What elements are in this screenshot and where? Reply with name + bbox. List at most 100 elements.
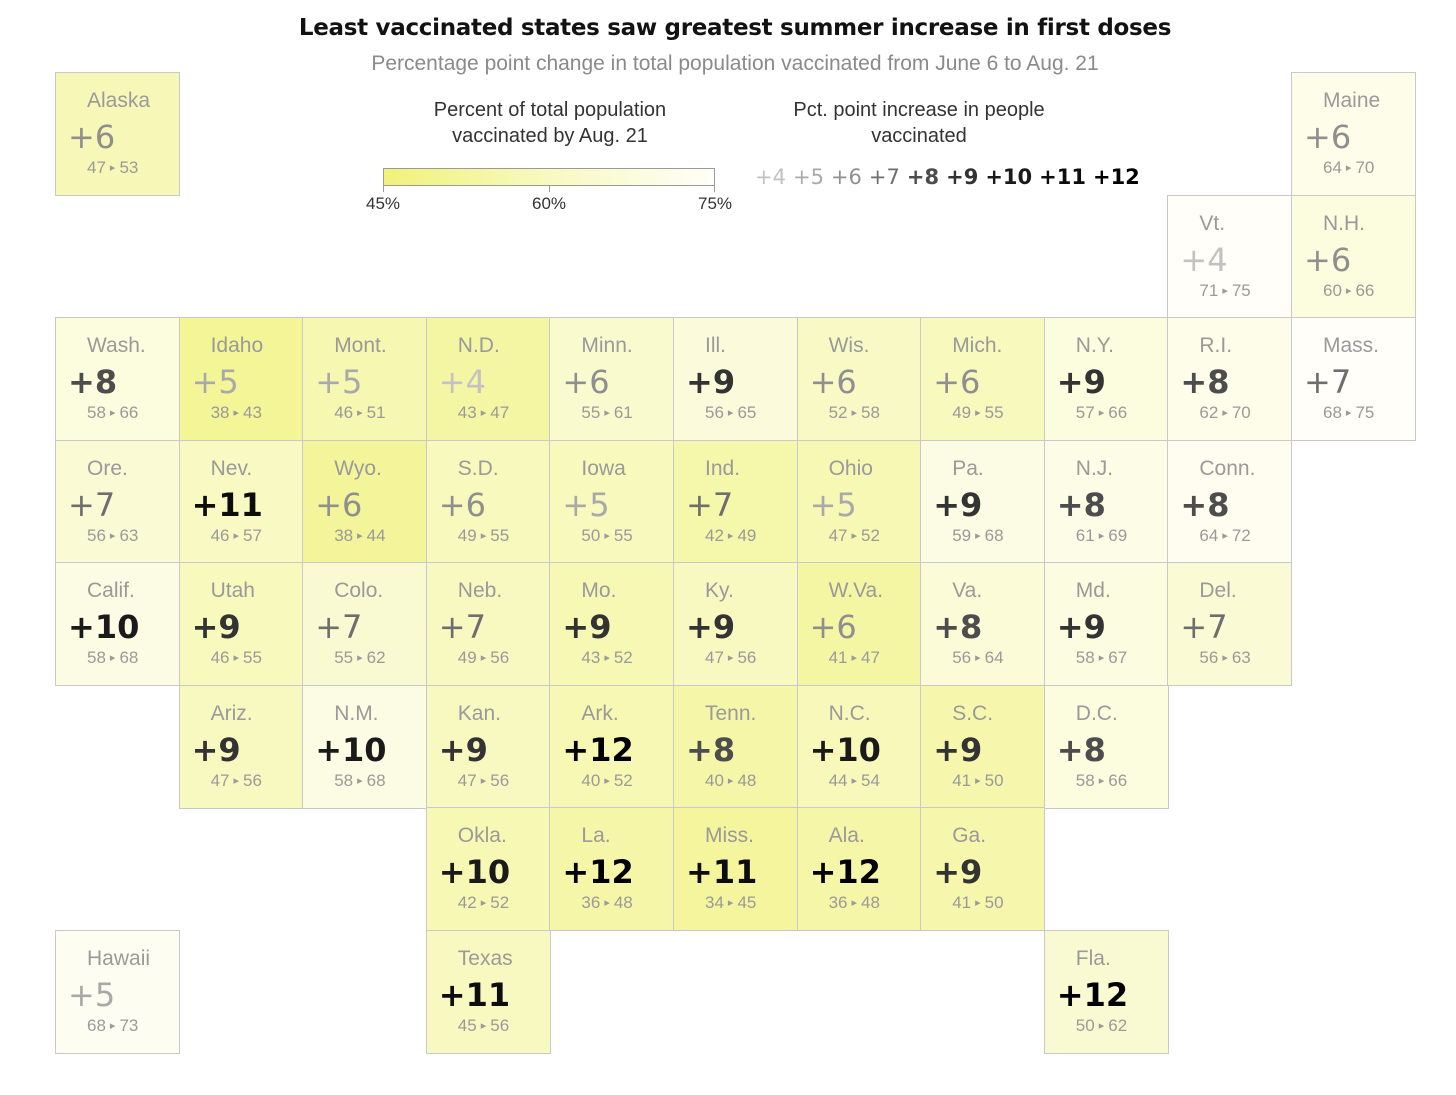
range-from: 38 — [334, 525, 354, 545]
state-name: Ark. — [581, 701, 619, 725]
arrow-icon: ▸ — [1345, 407, 1352, 419]
range-to: 53 — [119, 158, 139, 177]
color-legend-title: Percent of total population vaccinated b… — [400, 97, 700, 149]
state-name: Conn. — [1199, 456, 1256, 480]
range-from: 46 — [210, 648, 230, 667]
increase-value: +9 — [562, 608, 612, 646]
state-name: Tenn. — [705, 701, 757, 725]
arrow-icon: ▸ — [975, 774, 981, 787]
state-name: N.H. — [1323, 211, 1365, 235]
state-name: Mo. — [581, 579, 617, 602]
vaccination-range: 43 ▸ 52 — [581, 648, 632, 668]
range-to: 70 — [1355, 158, 1375, 177]
state-tile-sd: S.D. +6 49 ▸ 55 — [425, 439, 551, 564]
increase-value: +7 — [1304, 363, 1352, 401]
vaccination-range: 58 ▸ 66 — [1076, 771, 1127, 791]
vaccination-range: 52 ▸ 58 — [829, 403, 880, 423]
range-to: 67 — [1108, 648, 1128, 667]
vaccination-range: 43 ▸ 47 — [458, 403, 509, 423]
vaccination-range: 40 ▸ 48 — [705, 771, 756, 791]
range-from: 59 — [952, 525, 972, 545]
increase-legend-item: +9 — [946, 165, 979, 189]
vaccination-range: 71 ▸ 75 — [1199, 281, 1250, 301]
range-from: 58 — [1075, 770, 1095, 790]
range-to: 68 — [366, 770, 386, 790]
state-tile-tenn: Tenn. +8 40 ▸ 48 — [673, 684, 798, 809]
increase-value: +12 — [1056, 975, 1129, 1014]
arrow-icon: ▸ — [233, 529, 240, 542]
arrow-icon: ▸ — [233, 407, 240, 419]
increase-legend-item: +8 — [906, 165, 940, 189]
range-to: 66 — [1108, 403, 1128, 422]
vaccination-range: 61 ▸ 69 — [1076, 526, 1127, 546]
state-tile-ky: Ky. +9 47 ▸ 56 — [673, 562, 798, 686]
arrow-icon: ▸ — [480, 1019, 487, 1032]
range-to: 52 — [861, 525, 880, 545]
increase-value: +6 — [809, 608, 857, 646]
arrow-icon: ▸ — [480, 407, 487, 419]
range-from: 64 — [1323, 158, 1342, 177]
state-tile-idaho: Idaho +5 38 ▸ 43 — [178, 317, 304, 441]
vaccination-range: 64 ▸ 70 — [1323, 158, 1374, 178]
vaccination-range: 68 ▸ 73 — [87, 1016, 138, 1036]
vaccination-range: 49 ▸ 55 — [458, 526, 509, 546]
vaccination-range: 50 ▸ 55 — [581, 526, 632, 546]
state-name: Ala. — [828, 824, 865, 847]
vaccination-range: 58 ▸ 66 — [87, 403, 138, 423]
vaccination-range: 34 ▸ 45 — [705, 893, 756, 913]
range-from: 61 — [1075, 525, 1095, 545]
vaccination-range: 56 ▸ 63 — [1199, 648, 1250, 668]
state-name: Mich. — [952, 334, 1003, 357]
range-to: 51 — [366, 403, 386, 422]
increase-value: +8 — [68, 363, 118, 401]
arrow-icon: ▸ — [1345, 284, 1352, 297]
state-tile-ore: Ore. +7 56 ▸ 63 — [55, 439, 180, 564]
state-tile-nev: Nev. +11 46 ▸ 57 — [178, 439, 304, 564]
arrow-icon: ▸ — [1098, 774, 1105, 787]
range-to: 58 — [861, 403, 880, 422]
arrow-icon: ▸ — [604, 897, 610, 909]
range-to: 48 — [613, 893, 633, 912]
vaccination-range: 42 ▸ 49 — [705, 526, 756, 546]
vaccination-range: 38 ▸ 44 — [334, 526, 385, 546]
range-to: 52 — [490, 893, 510, 912]
range-to: 56 — [490, 1015, 510, 1035]
vaccination-range: 50 ▸ 62 — [1076, 1016, 1127, 1036]
arrow-icon: ▸ — [480, 897, 487, 909]
range-from: 62 — [1199, 403, 1219, 422]
arrow-icon: ▸ — [109, 162, 116, 174]
increase-value: +12 — [562, 853, 634, 891]
increase-value: +9 — [933, 485, 983, 524]
increase-legend-item: +7 — [868, 165, 900, 189]
vaccination-range: 47 ▸ 56 — [705, 648, 756, 668]
state-name: N.Y. — [1075, 334, 1114, 357]
range-to: 63 — [119, 525, 139, 545]
vaccination-range: 36 ▸ 48 — [581, 893, 632, 913]
vaccination-range: 56 ▸ 63 — [87, 526, 138, 546]
range-from: 47 — [210, 770, 230, 790]
increase-value: +6 — [809, 363, 857, 401]
state-name: Va. — [952, 579, 983, 602]
state-name: Del. — [1199, 579, 1237, 602]
state-name: Calif. — [87, 579, 135, 602]
increase-value: +10 — [68, 608, 140, 646]
increase-legend-item: +5 — [792, 165, 824, 189]
state-tile-fla: Fla. +12 50 ▸ 62 — [1043, 929, 1169, 1054]
increase-value: +5 — [191, 363, 239, 401]
arrow-icon: ▸ — [1222, 529, 1228, 542]
state-name: Pa. — [952, 456, 984, 480]
increase-value: +10 — [315, 730, 387, 769]
color-legend-tick — [549, 186, 550, 192]
increase-value: +6 — [438, 485, 486, 524]
state-tile-pa: Pa. +9 59 ▸ 68 — [920, 439, 1046, 564]
state-name: Neb. — [457, 579, 503, 602]
state-tile-wash: Wash. +8 58 ▸ 66 — [55, 317, 180, 441]
color-legend-tick — [714, 186, 715, 192]
range-to: 48 — [861, 893, 880, 912]
range-to: 61 — [613, 403, 633, 422]
color-legend-title-line2: vaccinated by Aug. 21 — [452, 125, 648, 147]
increase-value: +8 — [1056, 485, 1106, 524]
state-tile-mass: Mass. +7 68 ▸ 75 — [1291, 317, 1416, 441]
range-from: 43 — [457, 403, 477, 422]
state-tile-la: La. +12 36 ▸ 48 — [549, 807, 675, 931]
